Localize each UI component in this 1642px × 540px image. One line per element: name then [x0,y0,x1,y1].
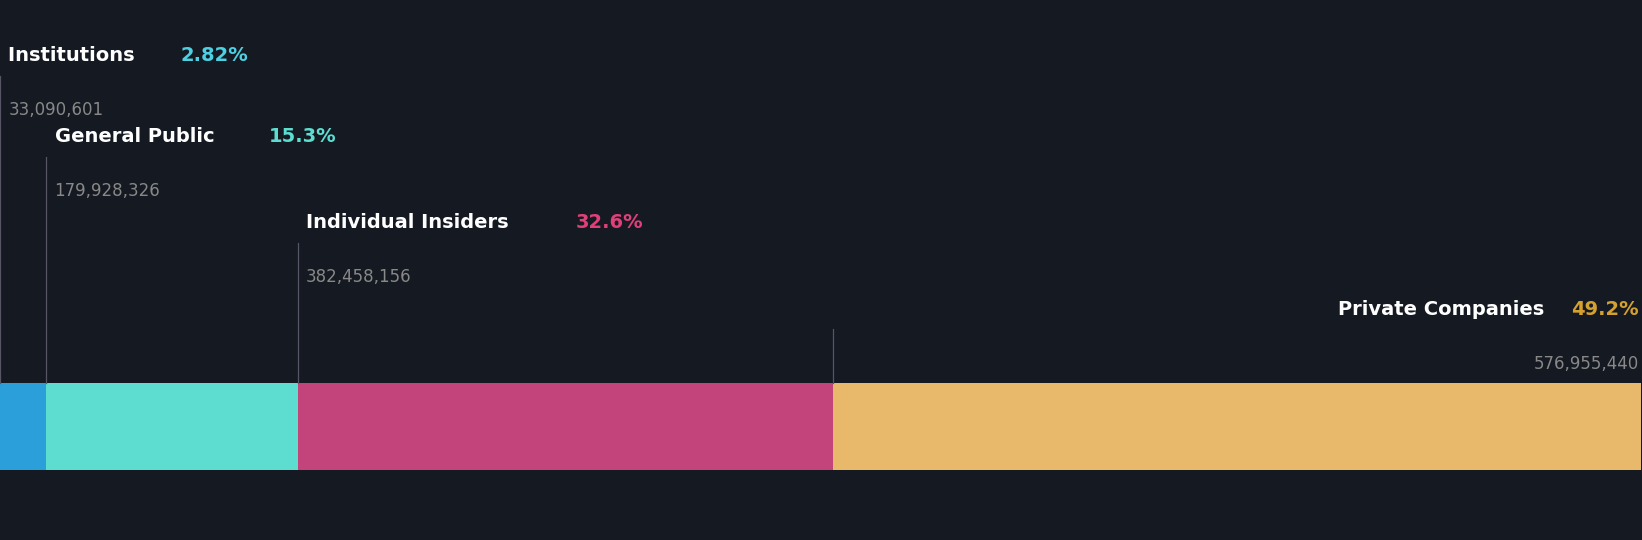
Bar [0,383,46,470]
Text: General Public: General Public [54,127,222,146]
Text: 49.2%: 49.2% [1571,300,1639,319]
Bar [46,383,297,470]
Text: 382,458,156: 382,458,156 [305,268,412,286]
Text: 576,955,440: 576,955,440 [1534,355,1639,373]
Text: 32.6%: 32.6% [576,213,644,232]
Text: Individual Insiders: Individual Insiders [305,213,516,232]
Text: 15.3%: 15.3% [269,127,337,146]
Text: 179,928,326: 179,928,326 [54,182,161,200]
Text: Institutions: Institutions [8,46,141,65]
Text: 2.82%: 2.82% [181,46,248,65]
Bar [832,383,1640,470]
Bar [297,383,832,470]
Text: 33,090,601: 33,090,601 [8,101,103,119]
Text: Private Companies: Private Companies [1338,300,1552,319]
